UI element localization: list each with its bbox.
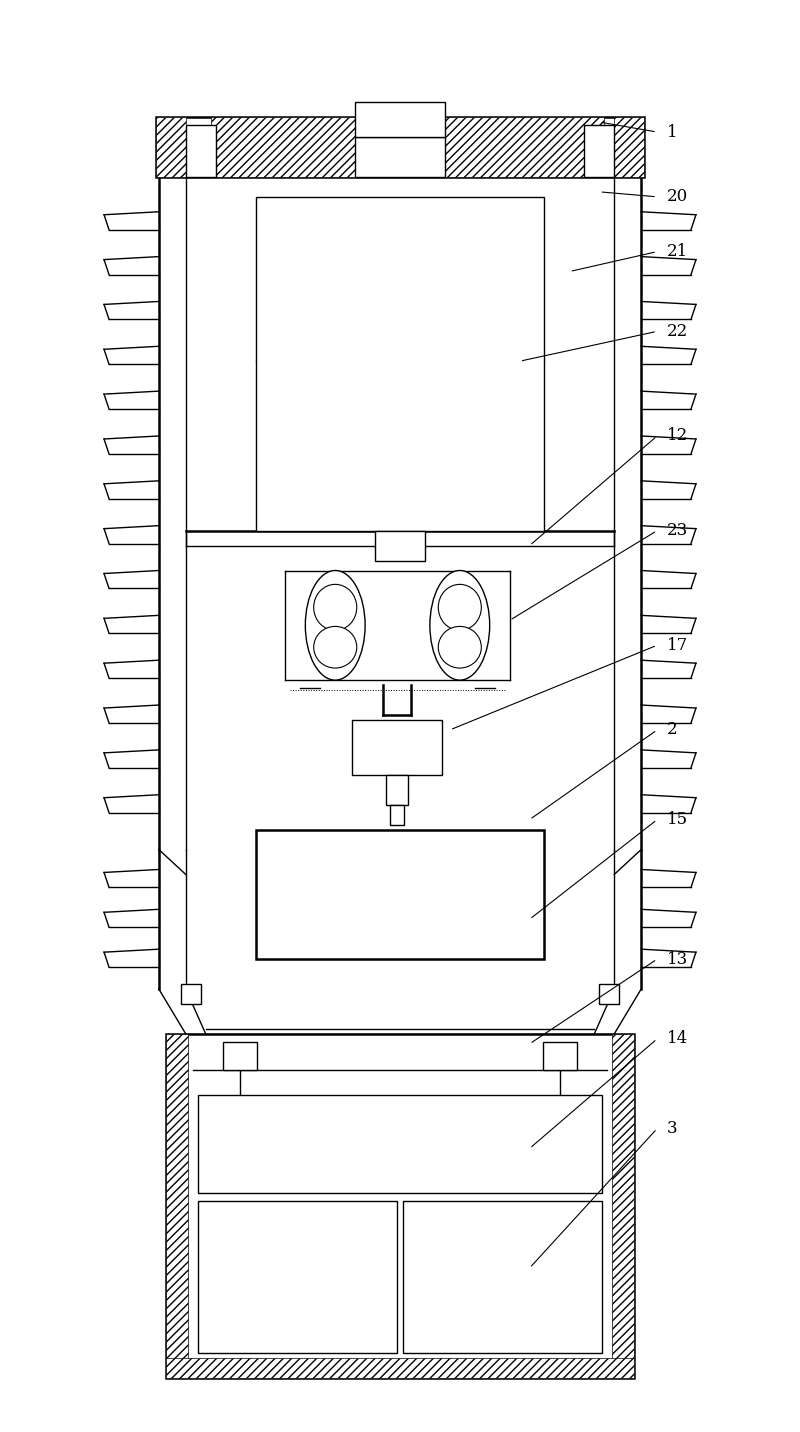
Bar <box>584 125 614 178</box>
Ellipse shape <box>306 570 365 680</box>
Bar <box>386 775 408 805</box>
Bar <box>255 829 545 959</box>
Bar <box>390 805 404 825</box>
Bar <box>375 531 425 560</box>
Text: 13: 13 <box>667 951 688 968</box>
Bar <box>222 1042 258 1070</box>
Text: 2: 2 <box>667 722 678 739</box>
Bar <box>403 1201 602 1353</box>
Bar <box>198 1094 602 1193</box>
Text: 12: 12 <box>667 428 688 444</box>
Bar <box>614 117 644 178</box>
Bar <box>186 125 216 178</box>
Bar <box>355 102 445 137</box>
Bar <box>166 1034 634 1378</box>
Text: 21: 21 <box>667 243 688 261</box>
Bar <box>612 1034 634 1378</box>
Bar <box>542 1042 578 1070</box>
Ellipse shape <box>430 570 490 680</box>
Ellipse shape <box>314 626 357 669</box>
Bar <box>210 117 365 178</box>
Bar <box>440 117 604 178</box>
Bar <box>352 720 442 775</box>
Bar <box>355 137 445 178</box>
Ellipse shape <box>314 584 357 630</box>
Bar <box>181 984 201 1004</box>
Bar <box>156 117 644 178</box>
Bar <box>255 196 545 531</box>
Text: 14: 14 <box>667 1031 688 1047</box>
Bar <box>156 117 186 178</box>
Bar <box>599 984 619 1004</box>
Bar <box>166 1034 188 1378</box>
Text: 3: 3 <box>667 1120 678 1137</box>
Ellipse shape <box>438 584 482 630</box>
Text: 22: 22 <box>667 322 688 339</box>
Bar <box>166 1358 634 1378</box>
Bar <box>198 1201 397 1353</box>
Text: 15: 15 <box>667 811 688 828</box>
Text: 20: 20 <box>667 189 688 205</box>
Text: 1: 1 <box>667 123 678 140</box>
Ellipse shape <box>438 626 482 669</box>
Text: 17: 17 <box>667 637 688 654</box>
Text: 23: 23 <box>667 523 688 538</box>
